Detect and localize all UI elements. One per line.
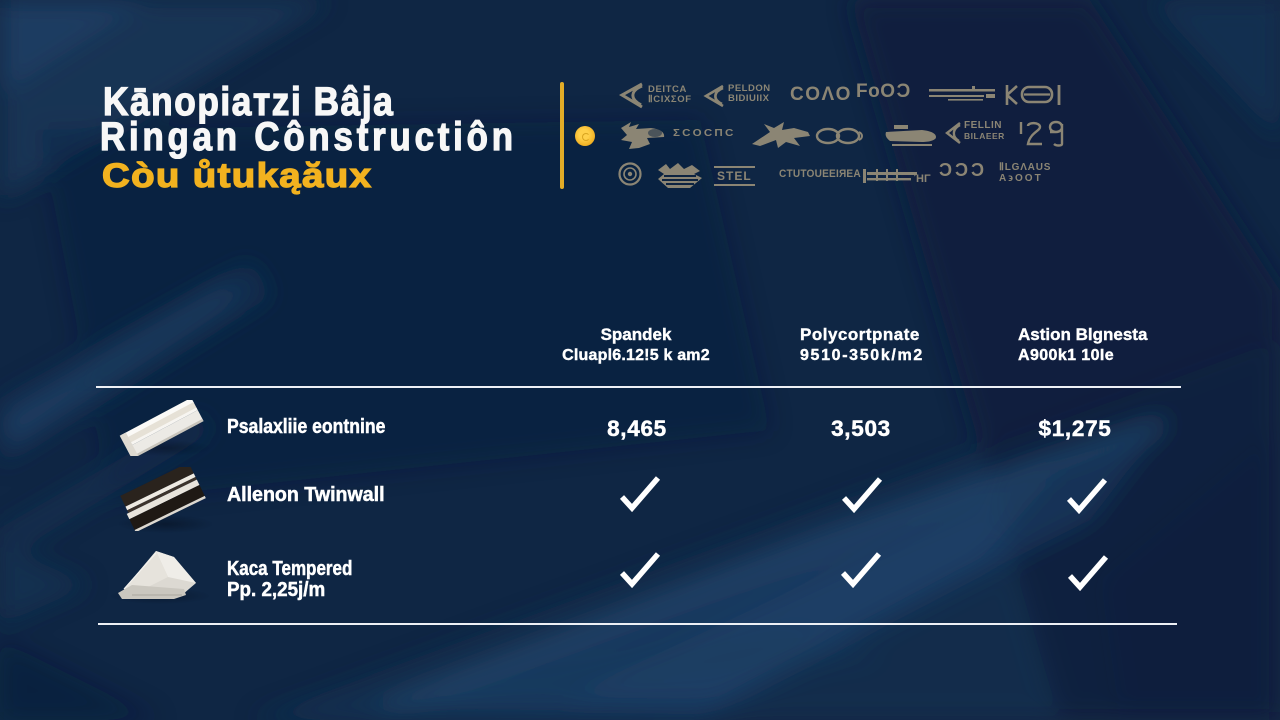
svg-text:ΉΓ: ΉΓ [914,173,931,185]
